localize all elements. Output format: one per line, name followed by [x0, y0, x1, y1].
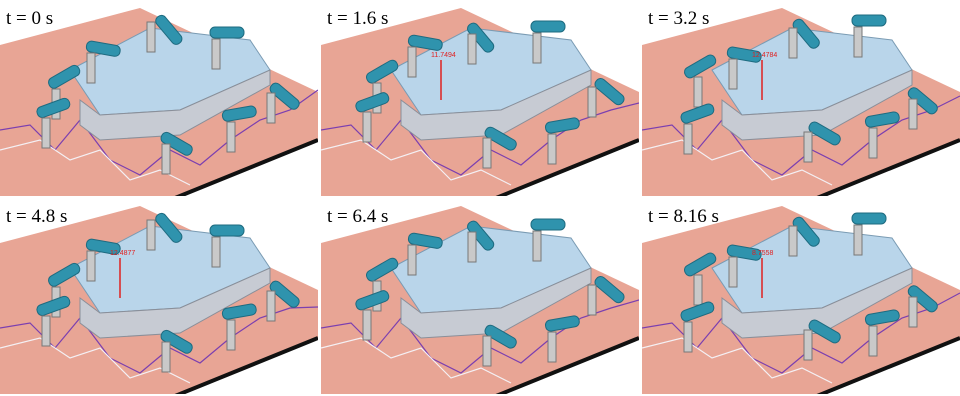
robot-foot	[533, 33, 541, 63]
snapshot-panel: 8.7558 t = 8.16 s	[642, 206, 960, 396]
robot-foot	[588, 285, 596, 315]
robot-foot	[729, 59, 737, 89]
robot-foot	[267, 291, 275, 321]
scene: 8.7558	[642, 206, 960, 396]
robot-foot	[87, 251, 95, 281]
scene	[321, 206, 639, 396]
robot-foot	[909, 297, 917, 327]
robot-leg	[531, 219, 565, 230]
robot-leg	[210, 27, 244, 38]
robot-foot	[533, 231, 541, 261]
time-label: t = 8.16 s	[648, 206, 719, 227]
robot-foot	[588, 87, 596, 117]
scene	[0, 8, 318, 198]
scene: 12.4877	[0, 206, 318, 396]
time-label: t = 1.6 s	[327, 8, 388, 29]
robot-foot	[869, 326, 877, 356]
robot-foot	[854, 225, 862, 255]
robot-foot	[869, 128, 877, 158]
time-label: t = 6.4 s	[327, 206, 388, 227]
robot-foot	[408, 245, 416, 275]
robot-foot	[729, 257, 737, 287]
robot-foot	[548, 134, 556, 164]
force-label: 12.4784	[752, 52, 777, 59]
robot-foot	[468, 34, 476, 64]
robot-foot	[162, 144, 170, 174]
robot-foot	[363, 112, 371, 142]
robot-leg	[852, 213, 886, 224]
time-label: t = 3.2 s	[648, 8, 709, 29]
force-label: 12.4877	[110, 250, 135, 257]
robot-foot	[804, 132, 812, 162]
robot-foot	[212, 237, 220, 267]
snapshot-panel: 12.4877 t = 4.8 s	[0, 206, 318, 396]
snapshot-panel: 11.7494 t = 1.6 s	[321, 8, 639, 198]
robot-foot	[789, 28, 797, 58]
robot-foot	[147, 22, 155, 52]
robot-leg	[852, 15, 886, 26]
force-label: 11.7494	[431, 52, 456, 59]
robot-leg	[210, 225, 244, 236]
robot-foot	[789, 226, 797, 256]
robot-foot	[468, 232, 476, 262]
robot-foot	[694, 77, 702, 107]
robot-foot	[227, 320, 235, 350]
time-label: t = 0 s	[6, 8, 53, 29]
robot-foot	[483, 336, 491, 366]
snapshot-panel: t = 6.4 s	[321, 206, 639, 396]
scene: 12.4784	[642, 8, 960, 198]
robot-foot	[227, 122, 235, 152]
robot-foot	[408, 47, 416, 77]
robot-foot	[147, 220, 155, 250]
robot-foot	[854, 27, 862, 57]
robot-foot	[87, 53, 95, 83]
robot-foot	[694, 275, 702, 305]
robot-foot	[42, 118, 50, 148]
robot-foot	[684, 124, 692, 154]
force-label: 8.7558	[752, 250, 774, 257]
snapshot-panel: t = 0 s	[0, 8, 318, 198]
robot-foot	[363, 310, 371, 340]
figure: t = 0 s11.7494t = 1.6 s12.4784t = 3.2 s1…	[0, 0, 960, 396]
robot-foot	[684, 322, 692, 352]
robot-foot	[548, 332, 556, 362]
robot-foot	[483, 138, 491, 168]
robot-foot	[909, 99, 917, 129]
robot-foot	[212, 39, 220, 69]
robot-foot	[267, 93, 275, 123]
snapshot-panel: 12.4784 t = 3.2 s	[642, 8, 960, 198]
time-label: t = 4.8 s	[6, 206, 67, 227]
robot-foot	[162, 342, 170, 372]
robot-foot	[42, 316, 50, 346]
scene: 11.7494	[321, 8, 639, 198]
robot-foot	[804, 330, 812, 360]
robot-leg	[531, 21, 565, 32]
